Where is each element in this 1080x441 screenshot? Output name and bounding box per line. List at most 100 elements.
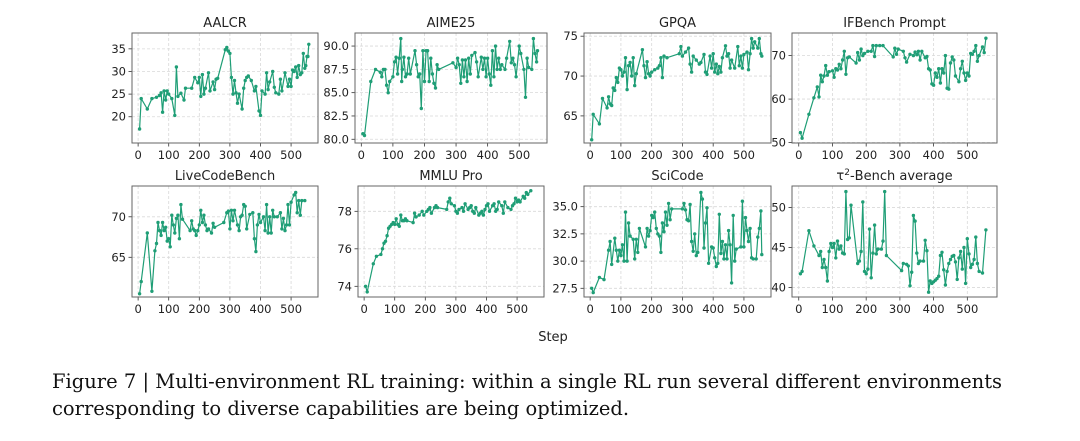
data-point [235, 223, 240, 227]
data-point [842, 252, 846, 256]
data-point [417, 213, 421, 217]
data-point [819, 73, 823, 77]
y-tick-label: 76 [337, 242, 352, 256]
data-point [815, 85, 819, 89]
data-point [610, 103, 614, 108]
x-tick-label: 300 [445, 148, 467, 162]
data-point [606, 95, 611, 99]
axes-frame [791, 32, 998, 144]
data-point [965, 237, 969, 241]
panel-title: AIME25 [427, 16, 476, 31]
data-point [591, 112, 595, 117]
data-point [740, 66, 745, 70]
data-point [160, 220, 165, 225]
caption-line-2: corresponding to diverse capabilities ar… [52, 397, 630, 420]
data-point [294, 65, 298, 69]
data-point [378, 70, 382, 74]
data-point [901, 261, 905, 266]
data-point [183, 86, 188, 90]
data-point [918, 58, 922, 62]
data-point [461, 209, 466, 213]
data-point [670, 207, 674, 211]
panel-title: SciCode [651, 169, 703, 184]
data-point [623, 210, 628, 214]
shared-x-axis-label: Step [538, 330, 568, 345]
data-point [746, 68, 751, 72]
data-point [534, 60, 539, 64]
data-point [825, 73, 830, 77]
x-tick-label: 400 [477, 148, 499, 162]
y-tick-label: 40 [771, 280, 786, 294]
data-point [699, 60, 703, 65]
data-point [807, 229, 811, 233]
data-point [459, 81, 463, 86]
panel-mmlu-pro: 0 100 200 300 400 500 74 76 78 MMLU Pro [337, 169, 545, 316]
data-point [857, 58, 862, 62]
data-point [157, 228, 162, 233]
series-line-livecodebench [139, 191, 305, 294]
data-point [170, 213, 174, 217]
data-point [263, 228, 267, 233]
data-point [283, 71, 287, 75]
data-point [807, 112, 811, 117]
data-point [363, 284, 368, 288]
x-tick-label: 100 [821, 148, 843, 162]
data-point [617, 248, 622, 252]
data-point [666, 201, 671, 206]
data-point [969, 265, 973, 270]
data-point [501, 211, 505, 215]
data-point [648, 74, 652, 78]
data-point [982, 50, 986, 55]
data-point [393, 222, 397, 227]
data-point [726, 52, 731, 56]
data-point [830, 69, 835, 73]
panel-bench-average: 0 100 200 300 400 500 40 45 50 τ2-Bench average [771, 168, 998, 316]
data-point [733, 259, 737, 263]
data-point [613, 236, 617, 240]
data-point [512, 202, 516, 206]
panel-title: AALCR [203, 16, 247, 31]
data-point [271, 208, 275, 212]
data-point [653, 210, 657, 214]
data-point [208, 89, 212, 93]
x-tick-label: 0 [795, 302, 802, 316]
panel-gpqa: 0 100 200 300 400 500 65 70 75 GPQA [563, 16, 772, 162]
y-tick-label: 85.0 [323, 86, 349, 100]
data-point [165, 89, 169, 93]
data-point [243, 204, 247, 208]
data-point [709, 66, 714, 70]
data-point [952, 58, 956, 62]
data-point [289, 200, 293, 204]
data-point [373, 67, 378, 72]
data-point [597, 122, 602, 126]
data-point [407, 56, 411, 60]
data-point [278, 77, 283, 81]
data-point [874, 252, 878, 256]
data-point [411, 220, 415, 225]
data-point [500, 62, 504, 67]
data-point [660, 221, 665, 225]
caption-line-1: Figure 7 | Multi-environment RL training… [52, 370, 1003, 393]
data-point [297, 63, 301, 68]
x-tick-label: 500 [733, 302, 755, 316]
data-point [254, 84, 258, 89]
panel-title: MMLU Pro [419, 169, 482, 184]
data-point [643, 75, 648, 80]
data-point [754, 257, 758, 261]
data-point [611, 86, 615, 90]
data-point [154, 95, 159, 100]
data-point [306, 54, 310, 59]
data-point [928, 68, 932, 72]
data-point [295, 211, 299, 215]
data-point [628, 234, 632, 238]
x-tick-label: 500 [508, 148, 530, 162]
y-tick-label: 50 [771, 201, 786, 215]
data-point [137, 127, 142, 131]
data-point [891, 55, 895, 59]
data-point [202, 92, 206, 96]
x-tick-label: 100 [158, 302, 180, 316]
data-point [817, 253, 821, 258]
data-point [513, 196, 518, 200]
data-point [984, 228, 988, 232]
data-point [503, 67, 507, 72]
